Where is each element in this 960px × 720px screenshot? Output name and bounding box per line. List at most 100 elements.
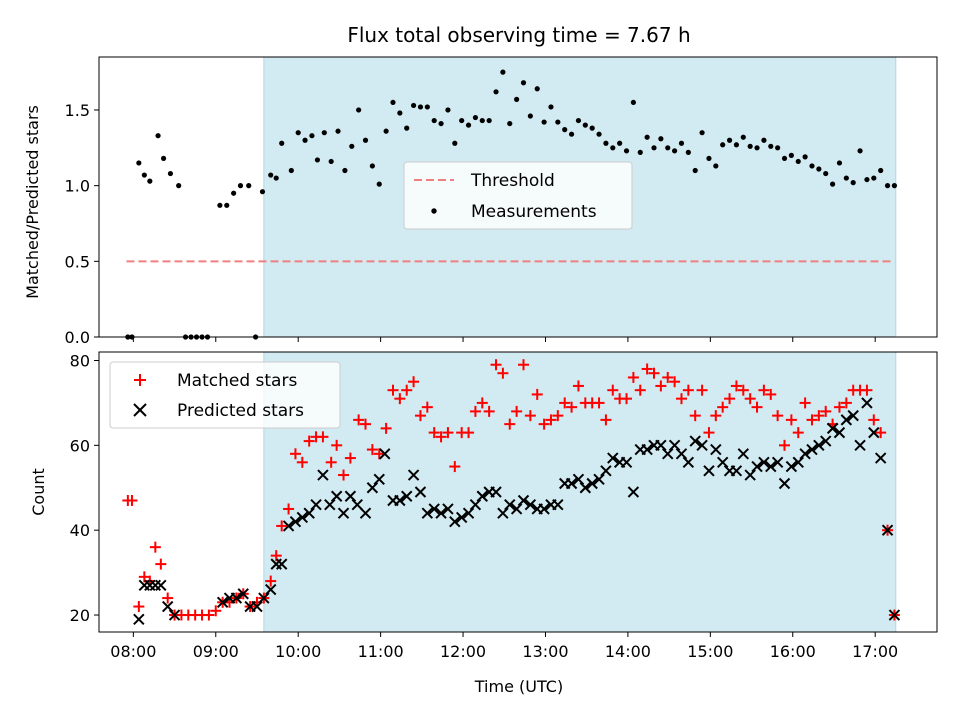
measurement-point: [802, 154, 808, 160]
measurement-point: [575, 117, 582, 124]
matched-star-point: [737, 384, 749, 396]
predicted-star-point: [379, 448, 391, 460]
figure-title: Flux total observing time = 7.67 h: [347, 23, 690, 47]
matched-star-point: [792, 427, 804, 439]
predicted-star-point: [435, 507, 447, 519]
bottom-panel: 20 40 60 80 08:00 09:00 10:00 11:00 12:00 13:00 1…: [29, 351, 938, 696]
matched-star-point: [607, 384, 619, 396]
predicted-star-point: [668, 439, 681, 452]
predicted-star-point: [373, 473, 385, 485]
matched-star-point: [483, 405, 495, 417]
matched-star-point: [435, 431, 447, 443]
matched-star-point: [545, 414, 557, 426]
predicted-star-point: [296, 511, 309, 524]
measurement-point: [651, 145, 657, 151]
measurement-point: [836, 160, 843, 166]
matched-star-point: [840, 397, 852, 409]
measurement-point: [424, 104, 430, 110]
measurement-point: [390, 99, 396, 106]
bottom-y-axis-label: Count: [29, 468, 48, 516]
top-legend: Threshold Measurements: [403, 161, 633, 230]
measurement-point: [617, 140, 623, 146]
predicted-star-point: [462, 507, 475, 519]
predicted-star-point: [552, 499, 564, 511]
measurements-legend-swatch: [431, 208, 437, 214]
predicted-star-point: [881, 524, 894, 536]
matched-star-point: [373, 448, 385, 460]
predicted-star-point: [565, 477, 578, 490]
measurement-point: [383, 128, 389, 134]
bottom-legend: Matched stars Predicted stars: [109, 361, 341, 429]
measurement-point: [459, 117, 465, 124]
matched-legend-label: Matched stars: [177, 371, 297, 391]
x-tick-label: 17:00: [852, 642, 898, 661]
matched-star-point: [531, 388, 543, 400]
predicted-star-point: [813, 439, 825, 452]
measurement-point: [568, 131, 575, 137]
matched-star-point: [325, 456, 337, 468]
predicted-star-point: [414, 486, 427, 498]
matched-star-point: [566, 401, 578, 413]
predicted-star-point: [854, 439, 866, 452]
predicted-star-point: [337, 507, 350, 519]
measurement-point: [747, 143, 753, 149]
predicted-star-point: [428, 503, 440, 515]
matched-star-point: [421, 401, 433, 413]
measurement-point: [754, 145, 760, 151]
matched-star-point: [497, 367, 509, 379]
measurement-point: [224, 202, 230, 208]
matched-star-point: [133, 601, 145, 613]
matched-star-point: [517, 359, 529, 371]
predicted-star-point: [600, 465, 612, 477]
predicted-star-point: [538, 503, 550, 515]
matched-star-point: [758, 384, 770, 396]
top-x-axis: [132, 337, 876, 342]
measurement-point: [136, 160, 142, 166]
x-tick-label: 15:00: [687, 642, 733, 661]
predicted-star-point: [675, 448, 688, 460]
matched-star-point: [710, 410, 722, 422]
matched-star-point: [552, 410, 564, 422]
predicted-star-point: [861, 397, 873, 409]
predicted-star-point: [469, 499, 482, 511]
matched-star-point: [490, 359, 502, 371]
matched-star-point: [813, 410, 825, 422]
matched-star-point: [155, 558, 167, 570]
measurement-point: [534, 86, 540, 92]
measurement-point: [349, 143, 355, 149]
matched-star-point: [401, 384, 413, 396]
matched-star-point: [627, 371, 639, 383]
predicted-star-point: [216, 596, 229, 609]
measurement-point: [589, 125, 595, 131]
matched-star-point: [469, 405, 481, 417]
matched-star-point: [360, 418, 372, 430]
predicted-star-point: [751, 460, 763, 473]
measurement-point: [768, 143, 774, 149]
measurement-point: [288, 167, 294, 174]
measurement-point: [596, 131, 602, 137]
measurement-point: [843, 175, 849, 181]
measurement-point: [335, 128, 341, 134]
predicted-star-point: [874, 452, 887, 464]
matched-star-point: [380, 422, 392, 434]
y-tick-label: 80: [70, 351, 90, 370]
measurement-point: [445, 107, 451, 113]
measurement-point: [541, 119, 547, 125]
predicted-star-point: [401, 490, 413, 502]
predicted-star-point: [792, 456, 804, 469]
measurement-point: [167, 170, 174, 177]
measurement-point: [520, 80, 527, 86]
matched-star-point: [875, 427, 887, 439]
measurement-point: [404, 125, 410, 131]
measurement-point: [321, 130, 327, 136]
predicted-star-point: [682, 456, 695, 469]
matched-star-point: [572, 380, 584, 392]
matched-star-point: [344, 452, 356, 464]
measurement-point: [857, 148, 863, 154]
measurement-point: [217, 202, 223, 208]
y-tick-label: 20: [70, 606, 90, 625]
measurement-point: [761, 137, 767, 143]
matched-star-point: [772, 410, 784, 422]
matched-star-point: [730, 380, 742, 392]
x-tick-label: 09:00: [193, 642, 239, 661]
